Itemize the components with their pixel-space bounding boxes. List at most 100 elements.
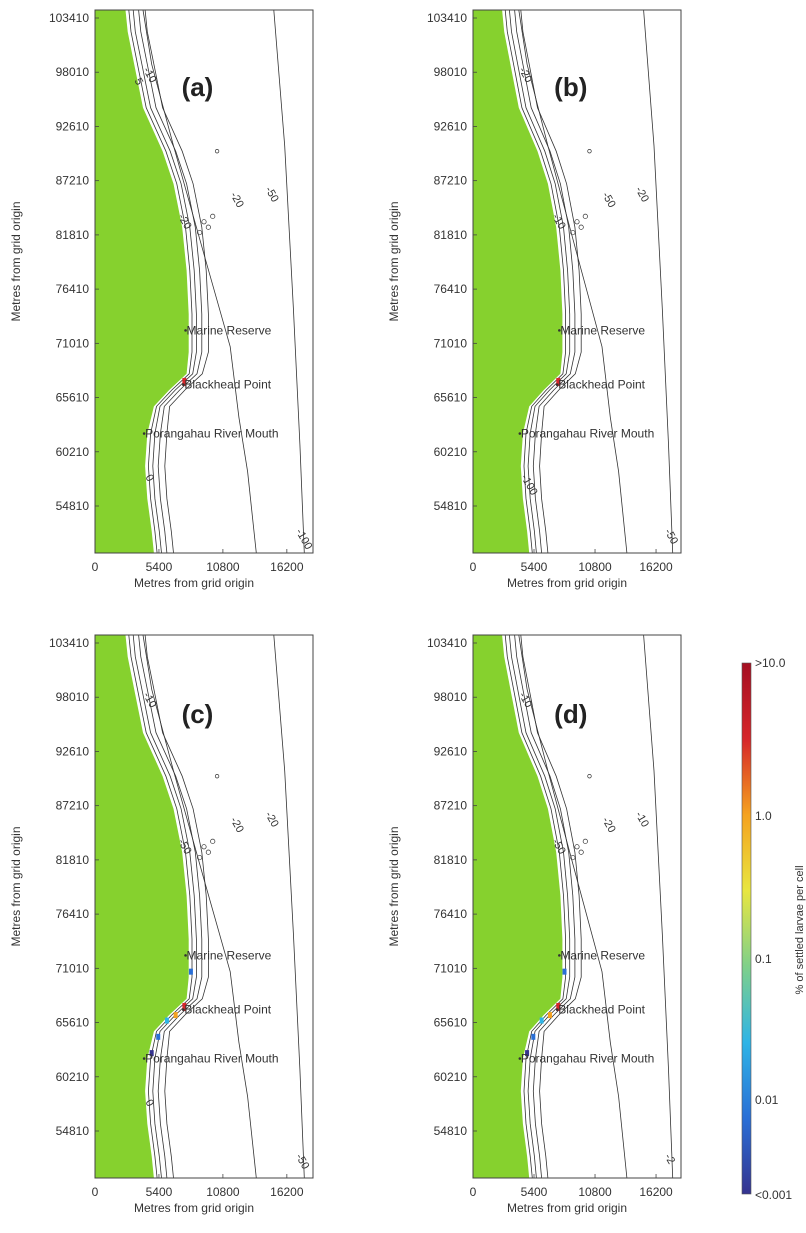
y-tick-label: 71010 [56, 961, 90, 975]
depth-contour-label: 5 [132, 76, 145, 87]
y-axis-label: Metres from grid origin [387, 201, 401, 321]
depth-contour [514, 9, 576, 554]
x-axis-label: Metres from grid origin [134, 1201, 254, 1215]
y-tick-label: 81810 [56, 228, 90, 242]
reef-feature [205, 224, 211, 230]
x-tick-label: 16200 [639, 1185, 673, 1199]
depth-contour [518, 634, 628, 1179]
depth-contour [504, 634, 566, 1179]
place-marker [182, 1008, 185, 1011]
x-axis-label: Metres from grid origin [134, 576, 254, 590]
y-tick-label: 76410 [434, 907, 468, 921]
colorbar-tick-label: 0.01 [755, 1093, 779, 1107]
x-tick-label: 16200 [270, 1185, 304, 1199]
x-tick-label: 0 [470, 560, 477, 574]
x-tick-label: 16200 [639, 560, 673, 574]
reef-feature [214, 774, 220, 779]
depth-contour [509, 9, 571, 554]
y-tick-label: 87210 [56, 174, 90, 188]
y-tick-label: 81810 [434, 853, 468, 867]
settlement-cell [156, 1033, 161, 1040]
place-marker [142, 432, 146, 435]
settlement-cell [164, 1017, 169, 1024]
colorbar-tick-label: <0.001 [755, 1188, 792, 1202]
y-tick-label: 60210 [434, 445, 468, 459]
place-marker [184, 954, 187, 957]
land-area [95, 635, 189, 1178]
y-tick-label: 81810 [434, 228, 468, 242]
y-tick-label: 60210 [434, 1070, 468, 1084]
place-label: Blackhead Point [558, 378, 645, 392]
settlement-cell [182, 1002, 187, 1011]
y-tick-label: 87210 [434, 174, 468, 188]
colorbar-tick-label: 1.0 [755, 809, 772, 823]
depth-contour [132, 9, 197, 554]
settlement-cell [562, 968, 567, 975]
panel-a: 103410 98010 92610 87210 81810 76410 71010 6561… [9, 9, 314, 590]
place-label: Porangahau River Mouth [145, 1052, 278, 1066]
y-tick-label: 92610 [434, 119, 468, 133]
y-tick-label: 71010 [56, 336, 90, 350]
y-tick-label: 81810 [56, 853, 90, 867]
place-marker [182, 383, 185, 386]
x-tick-label: 5400 [521, 560, 548, 574]
place-marker [555, 383, 559, 386]
depth-contour [138, 634, 203, 1179]
land-area [473, 10, 563, 553]
settlement-cell [525, 1050, 530, 1057]
y-tick-label: 54810 [56, 1124, 90, 1138]
place-label: Porangahau River Mouth [145, 427, 278, 441]
reef-feature [582, 838, 588, 844]
y-tick-label: 65610 [434, 391, 468, 405]
y-tick-label: 76410 [434, 282, 468, 296]
y-tick-label: 103410 [49, 636, 89, 650]
y-tick-label: 71010 [434, 336, 468, 350]
depth-contour [509, 634, 571, 1179]
x-tick-label: 16200 [270, 560, 304, 574]
reef-feature [210, 213, 216, 219]
x-axis-label: Metres from grid origin [507, 576, 627, 590]
x-tick-label: 0 [470, 1185, 477, 1199]
place-marker [184, 329, 187, 332]
x-tick-label: 10800 [578, 1185, 612, 1199]
panel-label: (a) [182, 72, 214, 102]
land-area [95, 10, 189, 553]
y-tick-label: 54810 [434, 499, 468, 513]
settlement-cell [539, 1017, 544, 1024]
reef-feature [582, 213, 588, 219]
settlement-cell [149, 1050, 154, 1057]
place-label: Marine Reserve [187, 323, 272, 337]
reef-feature [574, 844, 580, 850]
panel-b: 103410 98010 92610 87210 81810 76410 71010 6561… [387, 9, 682, 590]
y-tick-label: 103410 [427, 636, 467, 650]
map-border [472, 9, 682, 554]
panel-label: (b) [554, 72, 587, 102]
settlement-cell [547, 1012, 552, 1019]
depth-contour-label: 0 [143, 472, 156, 483]
x-tick-label: 0 [92, 1185, 99, 1199]
y-tick-label: 76410 [56, 282, 90, 296]
settlement-cell [188, 968, 193, 975]
panel-c: 103410 98010 92610 87210 81810 76410 71010 6561… [9, 634, 314, 1215]
panel-label: (c) [182, 699, 214, 729]
settlement-cell [173, 1012, 178, 1019]
x-tick-label: 10800 [578, 560, 612, 574]
y-tick-label: 65610 [434, 1016, 468, 1030]
colorbar-gradient [741, 662, 752, 1195]
y-tick-label: 65610 [56, 1016, 90, 1030]
y-tick-label: 87210 [434, 799, 468, 813]
y-tick-label: 54810 [434, 1124, 468, 1138]
colorbar-legend: >10.0 1.0 0.1 0.01 <0.001 % of settled l… [741, 656, 806, 1202]
x-axis-label: Metres from grid origin [507, 1201, 627, 1215]
reef-feature [201, 219, 207, 225]
panel-label: (d) [554, 699, 587, 729]
place-label: Blackhead Point [558, 1003, 645, 1017]
settlement-cell [556, 377, 561, 386]
colorbar-tick-label: >10.0 [755, 656, 786, 670]
y-axis-label: Metres from grid origin [9, 201, 23, 321]
y-tick-label: 92610 [434, 744, 468, 758]
settlement-cell [531, 1033, 536, 1040]
y-tick-label: 98010 [56, 690, 90, 704]
y-tick-label: 103410 [49, 11, 89, 25]
